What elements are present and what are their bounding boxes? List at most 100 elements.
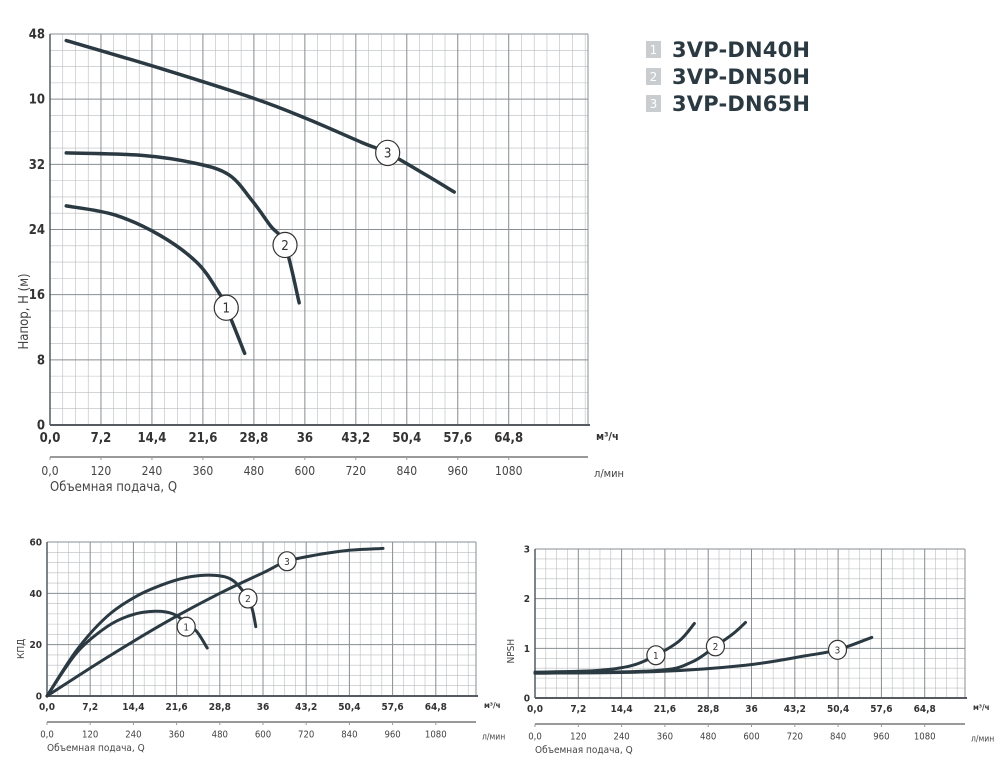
x-tick-label: 64,8 — [494, 431, 523, 446]
grid — [46, 541, 477, 697]
chart-efficiency: 0,0 7,2 14,4 21,6 28,8 36 43,2 50,4 57,6 64,8 0 20 4… — [16, 538, 505, 755]
x2-tick-label: 0,0 — [528, 732, 542, 743]
x2-tick-label: 720 — [298, 730, 314, 741]
x2-tick-label: 720 — [346, 464, 367, 478]
y-tick-label: 24 — [29, 223, 45, 238]
y-tick-label: 40 — [29, 589, 42, 600]
y-tick-label: 20 — [29, 640, 42, 651]
legend-number: 3 — [646, 95, 661, 112]
x-tick-label: 43,2 — [295, 702, 317, 713]
x2-tick-label: 960 — [447, 464, 468, 478]
x-tick-label: 36 — [745, 704, 758, 715]
x2-unit-label: л/мин — [971, 735, 994, 745]
series-marker-1 — [176, 616, 196, 637]
x-tick-label: 7,2 — [82, 702, 98, 713]
x2-tick-label: 600 — [255, 730, 271, 741]
x2-tick-label: 360 — [168, 730, 184, 741]
x-tick-label: 64,8 — [425, 702, 447, 713]
series-label-2: 2 — [245, 594, 251, 605]
legend-number: 2 — [646, 68, 661, 85]
x-tick-label: 21,6 — [188, 431, 217, 446]
x-tick-label: 28,8 — [209, 702, 231, 713]
x-tick-label: 50,4 — [827, 704, 849, 715]
x-tick-label: 14,4 — [610, 704, 632, 715]
x2-tick-label: 120 — [82, 730, 98, 741]
series-line-3 — [64, 38, 456, 194]
x-tick-label: 28,8 — [697, 704, 719, 715]
x2-tick-label: 480 — [244, 464, 265, 478]
grid — [534, 548, 966, 699]
x-tick-label: 21,6 — [654, 704, 676, 715]
y-axis-title: КПД — [16, 639, 27, 659]
x-tick-label: 57,6 — [443, 431, 472, 446]
x-unit-label: м³/ч — [484, 701, 501, 710]
x-axis-title: Объемная подача, Q — [50, 480, 177, 495]
series-label-3: 3 — [284, 557, 290, 568]
x-tick-label: 36 — [257, 702, 270, 713]
x2-tick-label: 240 — [125, 730, 141, 741]
y-axis-title: NPSH — [506, 639, 517, 664]
x-axis-title: Объемная подача, Q — [535, 744, 633, 756]
y-tick-label: 10 — [29, 93, 45, 108]
legend-item-3: 3 3VP-DN65H — [646, 90, 810, 117]
chart-head: 0,0 7,2 14,4 21,6 28,8 36 43,2 50,4 57,6 64,80816… — [17, 28, 624, 495]
series-label-2: 2 — [281, 239, 289, 254]
legend-label: 3VP-DN50H — [672, 64, 811, 89]
x2-tick-label: 960 — [384, 730, 400, 741]
series-marker-2 — [705, 636, 726, 657]
y-tick-label: 2 — [524, 594, 530, 605]
x2-tick-label: 120 — [570, 732, 586, 743]
legend-item-2: 2 3VP-DN50H — [646, 63, 810, 90]
series-line-1 — [64, 204, 247, 356]
x2-tick-label: 240 — [142, 464, 163, 478]
series-marker-1 — [646, 645, 666, 666]
x-tick-label: 36 — [297, 431, 313, 446]
series-marker-1 — [213, 294, 239, 321]
y-tick-label: 16 — [29, 288, 45, 303]
x-tick-label: 0,0 — [39, 702, 55, 713]
chart-npsh: 0,0 7,2 14,4 21,6 28,8 36 43,2 50,4 57,6 64,8 0 1 2 3… — [506, 545, 994, 757]
x2-tick-label: 600 — [743, 732, 759, 743]
x-tick-label: 57,6 — [870, 704, 892, 715]
x-tick-label: 14,4 — [122, 702, 144, 713]
legend-item-1: 1 3VP-DN40H — [646, 36, 810, 63]
y-tick-label: 0 — [37, 419, 45, 434]
series-marker-2 — [238, 588, 258, 609]
series-label-1: 1 — [183, 622, 189, 633]
series-line-3 — [45, 546, 385, 698]
x-tick-label: 0,0 — [40, 431, 61, 446]
x-tick-label: 0,0 — [527, 704, 543, 715]
series-marker-3 — [277, 551, 297, 572]
y-axis-title: Напор, H (м) — [17, 273, 32, 349]
x-tick-label: 43,2 — [784, 704, 806, 715]
x2-tick-label: 600 — [295, 464, 316, 478]
x2-tick-label: 240 — [613, 732, 629, 743]
x2-tick-label: 720 — [787, 732, 803, 743]
x-tick-label: 50,4 — [338, 702, 360, 713]
series-line-1 — [533, 622, 696, 674]
x2-tick-label: 480 — [212, 730, 228, 741]
y-tick-label: 32 — [29, 158, 45, 173]
series-label-1: 1 — [222, 302, 230, 317]
x2-tick-label: 0,0 — [40, 730, 54, 741]
y-tick-label: 3 — [524, 545, 530, 556]
x-tick-label: 43,2 — [341, 431, 370, 446]
x2-tick-label: 960 — [873, 732, 889, 743]
x-tick-label: 57,6 — [381, 702, 403, 713]
grid — [49, 33, 589, 426]
series-label-2: 2 — [713, 642, 719, 653]
x-unit-label: м³/ч — [973, 703, 990, 712]
y-tick-label: 1 — [524, 644, 530, 655]
x2-tick-label: 840 — [341, 730, 357, 741]
x2-tick-label: 840 — [830, 732, 846, 743]
x-tick-label: 7,2 — [570, 704, 586, 715]
x-axis-title: Объемная подача, Q — [47, 742, 145, 754]
x2-tick-label: 1080 — [495, 464, 523, 478]
x-tick-label: 50,4 — [392, 431, 421, 446]
x-tick-label: 14,4 — [138, 431, 167, 446]
y-tick-label: 8 — [37, 353, 45, 368]
series-label-3: 3 — [384, 147, 392, 162]
legend-label: 3VP-DN40H — [672, 37, 811, 62]
x-tick-label: 64,8 — [914, 704, 936, 715]
